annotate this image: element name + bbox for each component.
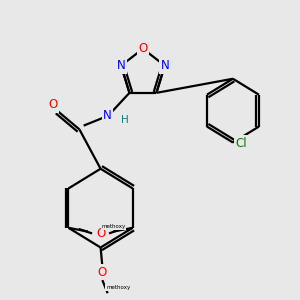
Text: H: H <box>122 115 129 125</box>
Text: methoxy: methoxy <box>101 224 125 229</box>
Text: O: O <box>48 98 58 112</box>
Text: O: O <box>98 266 107 279</box>
Text: Cl: Cl <box>236 137 248 150</box>
Text: N: N <box>103 109 112 122</box>
Text: N: N <box>117 59 125 72</box>
Text: O: O <box>96 227 105 240</box>
Text: O: O <box>96 227 106 240</box>
Text: N: N <box>160 59 169 72</box>
Text: O: O <box>138 42 148 55</box>
Text: methoxy: methoxy <box>106 285 130 290</box>
